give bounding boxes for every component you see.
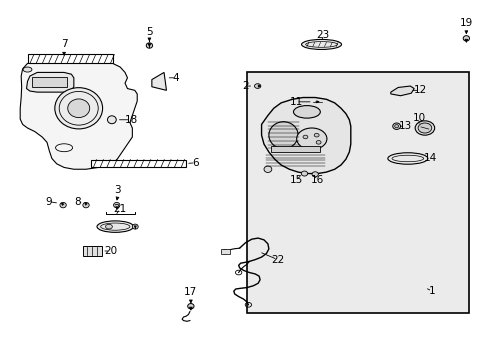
Bar: [91, 159, 185, 167]
Ellipse shape: [387, 153, 427, 164]
Ellipse shape: [68, 99, 89, 118]
Ellipse shape: [392, 123, 400, 130]
Text: 6: 6: [192, 158, 199, 168]
Polygon shape: [261, 98, 350, 174]
Ellipse shape: [316, 140, 321, 144]
Bar: [27, 54, 113, 63]
Polygon shape: [20, 63, 137, 169]
Polygon shape: [390, 86, 413, 96]
Polygon shape: [26, 72, 74, 92]
Bar: [32, 77, 66, 87]
Text: 13: 13: [398, 121, 411, 131]
Ellipse shape: [301, 40, 341, 49]
Ellipse shape: [254, 84, 260, 88]
Ellipse shape: [113, 202, 120, 208]
Text: 23: 23: [315, 30, 328, 40]
Ellipse shape: [105, 224, 112, 229]
Text: 15: 15: [289, 175, 302, 185]
Text: 5: 5: [146, 27, 152, 37]
Ellipse shape: [311, 172, 318, 177]
Ellipse shape: [107, 116, 116, 124]
Text: 17: 17: [184, 287, 197, 297]
Ellipse shape: [60, 202, 66, 208]
Bar: [246, 72, 468, 313]
Text: 18: 18: [124, 115, 138, 125]
Ellipse shape: [23, 67, 32, 72]
Ellipse shape: [82, 202, 89, 208]
Text: 16: 16: [310, 175, 324, 185]
Ellipse shape: [97, 221, 133, 232]
Bar: [82, 246, 102, 256]
Ellipse shape: [146, 43, 152, 48]
Ellipse shape: [55, 87, 102, 129]
Text: 20: 20: [103, 246, 117, 256]
Ellipse shape: [462, 36, 468, 41]
Ellipse shape: [296, 128, 326, 149]
Text: 12: 12: [412, 85, 426, 95]
Text: 7: 7: [61, 40, 67, 49]
Ellipse shape: [394, 125, 398, 128]
Text: 10: 10: [412, 113, 425, 123]
Text: 9: 9: [45, 197, 52, 207]
Bar: [221, 249, 229, 254]
Text: 21: 21: [113, 204, 126, 214]
Ellipse shape: [293, 105, 320, 118]
Ellipse shape: [314, 134, 319, 137]
Text: 4: 4: [173, 73, 179, 83]
Ellipse shape: [414, 121, 434, 135]
Text: 2: 2: [242, 81, 248, 91]
Text: 19: 19: [459, 18, 472, 28]
Ellipse shape: [187, 303, 194, 309]
Ellipse shape: [417, 123, 431, 133]
Text: 14: 14: [423, 153, 436, 163]
Text: 8: 8: [74, 197, 81, 207]
Text: 22: 22: [270, 255, 284, 265]
Text: 3: 3: [114, 185, 121, 195]
Text: 11: 11: [289, 97, 302, 107]
Ellipse shape: [303, 135, 307, 139]
Bar: [271, 145, 320, 152]
Polygon shape: [152, 72, 166, 90]
Ellipse shape: [301, 171, 307, 176]
Ellipse shape: [264, 166, 271, 172]
Text: 1: 1: [428, 286, 435, 296]
Ellipse shape: [268, 122, 298, 149]
Ellipse shape: [132, 224, 138, 229]
